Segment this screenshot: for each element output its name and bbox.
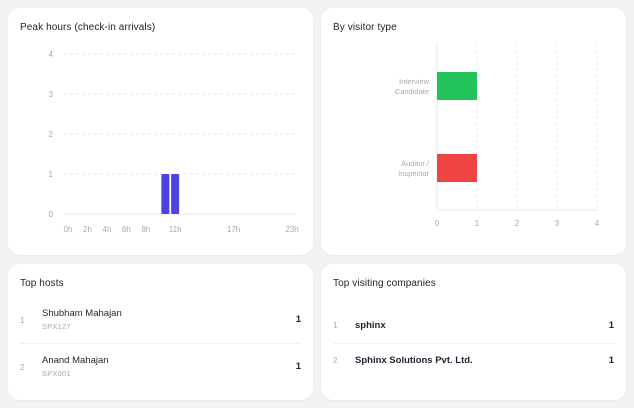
host-name: Anand Mahajan xyxy=(42,355,109,366)
company-row-index: 1 xyxy=(333,321,338,330)
top-companies-card: Top visiting companies 1 sphinx 1 2 Sphi… xyxy=(321,264,626,400)
x-tick-label: 3 xyxy=(555,219,560,228)
visitor-type-bar xyxy=(437,72,477,100)
x-tick-label: 6h xyxy=(122,225,131,234)
category-label: Interview xyxy=(399,77,430,86)
x-tick-label: 1 xyxy=(475,219,480,228)
category-label: Auditor / xyxy=(401,159,430,168)
x-tick-label: 0 xyxy=(435,219,440,228)
visitor-type-bar xyxy=(437,154,477,182)
peak-bar xyxy=(161,174,170,214)
host-code: SPX127 xyxy=(42,322,71,331)
x-tick-label: 4 xyxy=(595,219,600,228)
x-tick-label: 2h xyxy=(83,225,92,234)
company-count: 1 xyxy=(608,320,614,331)
x-tick-label: 11h xyxy=(169,225,182,234)
company-count: 1 xyxy=(608,355,614,366)
y-tick-label: 4 xyxy=(49,50,54,59)
peak-hours-title: Peak hours (check-in arrivals) xyxy=(20,22,156,33)
company-row[interactable]: 1 sphinx 1 xyxy=(333,319,614,333)
host-row[interactable]: 1 Shubham Mahajan SPX127 1 xyxy=(20,307,301,333)
visitor-type-title: By visitor type xyxy=(333,22,397,33)
visitor-type-card: By visitor type 0 1 2 3 4 Interview Candidate A… xyxy=(321,8,626,255)
y-tick-label: 2 xyxy=(49,130,54,139)
host-code: SPX001 xyxy=(42,369,71,378)
y-tick-label: 1 xyxy=(49,170,54,179)
company-row-index: 2 xyxy=(333,356,338,365)
host-row-index: 1 xyxy=(20,316,25,325)
top-hosts-card: Top hosts 1 Shubham Mahajan SPX127 1 2 A… xyxy=(8,264,313,400)
x-tick-label: 23h xyxy=(285,225,298,234)
x-tick-label: 17h xyxy=(227,225,240,234)
divider xyxy=(333,343,614,344)
category-label: Candidate xyxy=(395,87,429,96)
company-row[interactable]: 2 Sphinx Solutions Pvt. Ltd. 1 xyxy=(333,354,614,368)
x-tick-label: 4h xyxy=(103,225,112,234)
top-companies-title: Top visiting companies xyxy=(333,278,436,289)
peak-bar xyxy=(171,174,180,214)
top-hosts-title: Top hosts xyxy=(20,278,64,289)
host-name: Shubham Mahajan xyxy=(42,308,122,319)
company-name: sphinx xyxy=(355,320,386,331)
x-tick-label: 0h xyxy=(64,225,73,234)
peak-hours-chart: 0 1 2 3 4 0h 2h 4h 6h 8h 11h 17h 23h xyxy=(49,50,299,234)
host-count: 1 xyxy=(295,314,301,325)
company-name: Sphinx Solutions Pvt. Ltd. xyxy=(355,355,473,366)
peak-hours-card: Peak hours (check-in arrivals) 0 1 2 3 4 0h 2h… xyxy=(8,8,313,255)
host-row[interactable]: 2 Anand Mahajan SPX001 1 xyxy=(20,354,301,380)
y-tick-label: 3 xyxy=(49,90,54,99)
category-label: Inspector xyxy=(398,169,429,178)
y-tick-label: 0 xyxy=(49,210,54,219)
x-tick-label: 2 xyxy=(515,219,520,228)
divider xyxy=(20,343,301,344)
host-row-index: 2 xyxy=(20,363,25,372)
host-count: 1 xyxy=(295,361,301,372)
x-tick-label: 8h xyxy=(141,225,150,234)
